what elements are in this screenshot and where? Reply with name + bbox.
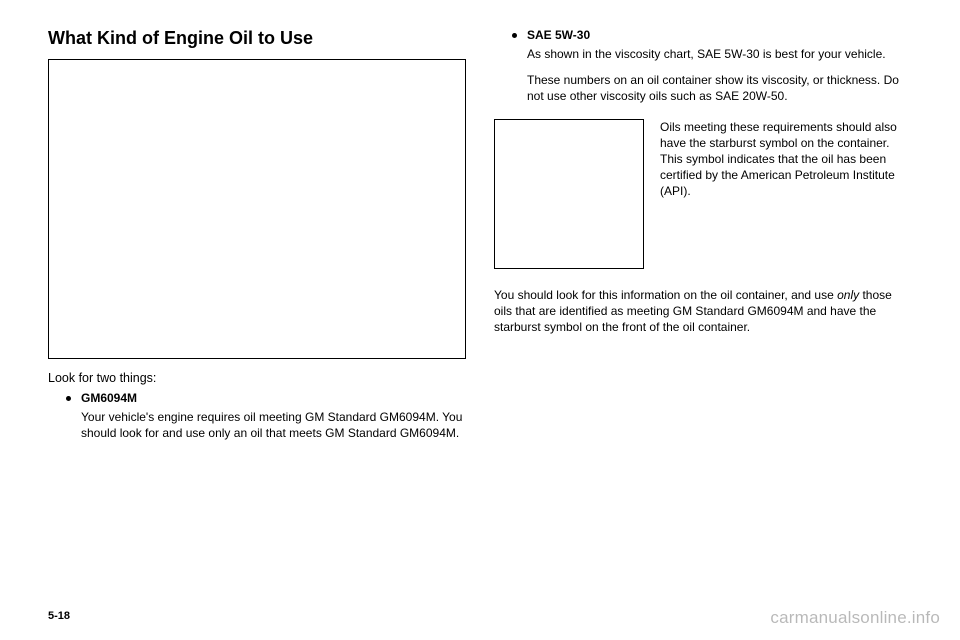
starburst-symbol-placeholder: [494, 119, 644, 269]
viscosity-chart-placeholder: [48, 59, 466, 359]
bullet-body: As shown in the viscosity chart, SAE 5W-…: [527, 46, 912, 62]
bullet-body: These numbers on an oil container show i…: [527, 72, 912, 104]
bullet-dot-icon: [66, 396, 71, 401]
lead-text: Look for two things:: [48, 371, 466, 385]
closing-italic: only: [837, 288, 859, 302]
left-column: What Kind of Engine Oil to Use Look for …: [48, 28, 466, 451]
bullet-dot-icon: [512, 33, 517, 38]
watermark: carmanualsonline.info: [770, 608, 940, 628]
bullet-label: SAE 5W-30: [527, 28, 590, 42]
closing-text-1: You should look for this information on …: [494, 288, 837, 302]
bullet-item: GM6094M: [66, 391, 466, 405]
bullet-item: SAE 5W-30: [512, 28, 912, 42]
bullet-label: GM6094M: [81, 391, 137, 405]
starburst-block: Oils meeting these requirements should a…: [494, 119, 912, 269]
page-number: 5-18: [48, 610, 70, 622]
closing-paragraph: You should look for this information on …: [494, 287, 912, 336]
section-heading: What Kind of Engine Oil to Use: [48, 28, 466, 49]
right-column: SAE 5W-30 As shown in the viscosity char…: [494, 28, 912, 451]
bullet-body: Your vehicle's engine requires oil meeti…: [81, 409, 466, 441]
starburst-text: Oils meeting these requirements should a…: [660, 119, 912, 200]
page-content: What Kind of Engine Oil to Use Look for …: [48, 28, 912, 451]
